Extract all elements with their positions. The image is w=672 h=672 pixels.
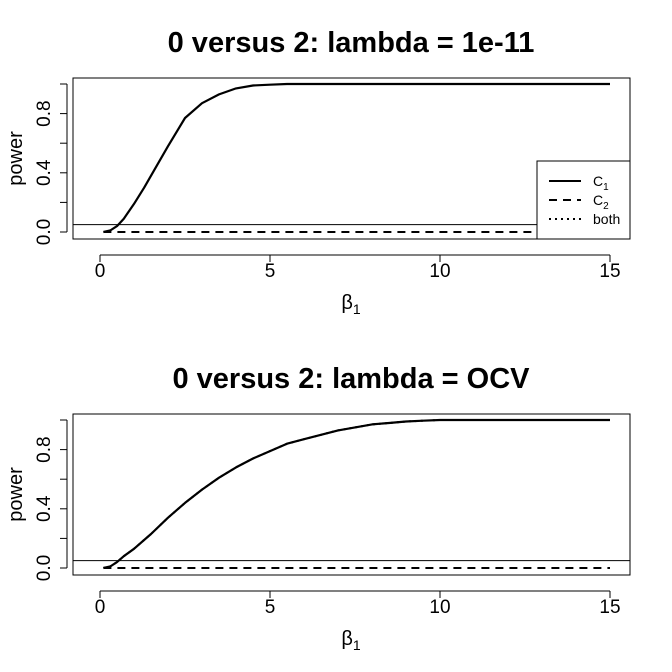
y-tick-label: 0.8 [34,436,55,462]
x-axis-label: β1 [341,628,361,653]
x-axis-label-subscript: 1 [353,301,361,317]
legend-label: both [593,211,620,227]
chart-title: 0 versus 2: lambda = OCV [172,363,530,395]
x-tick-label: 0 [95,597,106,618]
y-tick-label: 0.0 [34,219,55,245]
x-tick-label: 10 [429,597,450,618]
plot-frame [72,413,631,576]
legend-label: C2 [593,192,609,212]
x-tick-label: 10 [429,261,450,282]
x-tick-label: 15 [599,261,620,282]
y-tick-label: 0.4 [34,159,55,186]
plot-frame [72,77,631,240]
legend-label: C1 [593,173,609,193]
y-tick-label: 0.4 [34,495,55,522]
y-tick-label: 0.0 [34,555,55,581]
x-axis-label-symbol: β [341,628,353,650]
series-line-both [103,419,610,569]
x-tick-label: 5 [265,261,276,282]
series-line-c1 [103,418,610,570]
x-axis-label-symbol: β [341,292,353,314]
x-tick-label: 15 [599,597,620,618]
y-axis-label: power [5,467,27,522]
chart-panel-1: 0 versus 2: lambda = 1e-11 0 5 10 15 0.0 0.4 0.… [5,27,631,317]
x-tick-label: 5 [265,597,276,618]
x-axis-label: β1 [341,292,361,317]
y-tick-label: 0.8 [34,100,55,126]
series-line-c1 [103,82,610,234]
x-tick-label: 0 [95,261,106,282]
y-axis-label: power [5,131,27,186]
x-axis-label-subscript: 1 [353,637,361,653]
chart-panel-2: 0 versus 2: lambda = OCV 0 5 10 15 0.0 0.4 0.8 p… [5,363,631,653]
chart-title: 0 versus 2: lambda = 1e-11 [168,27,535,59]
